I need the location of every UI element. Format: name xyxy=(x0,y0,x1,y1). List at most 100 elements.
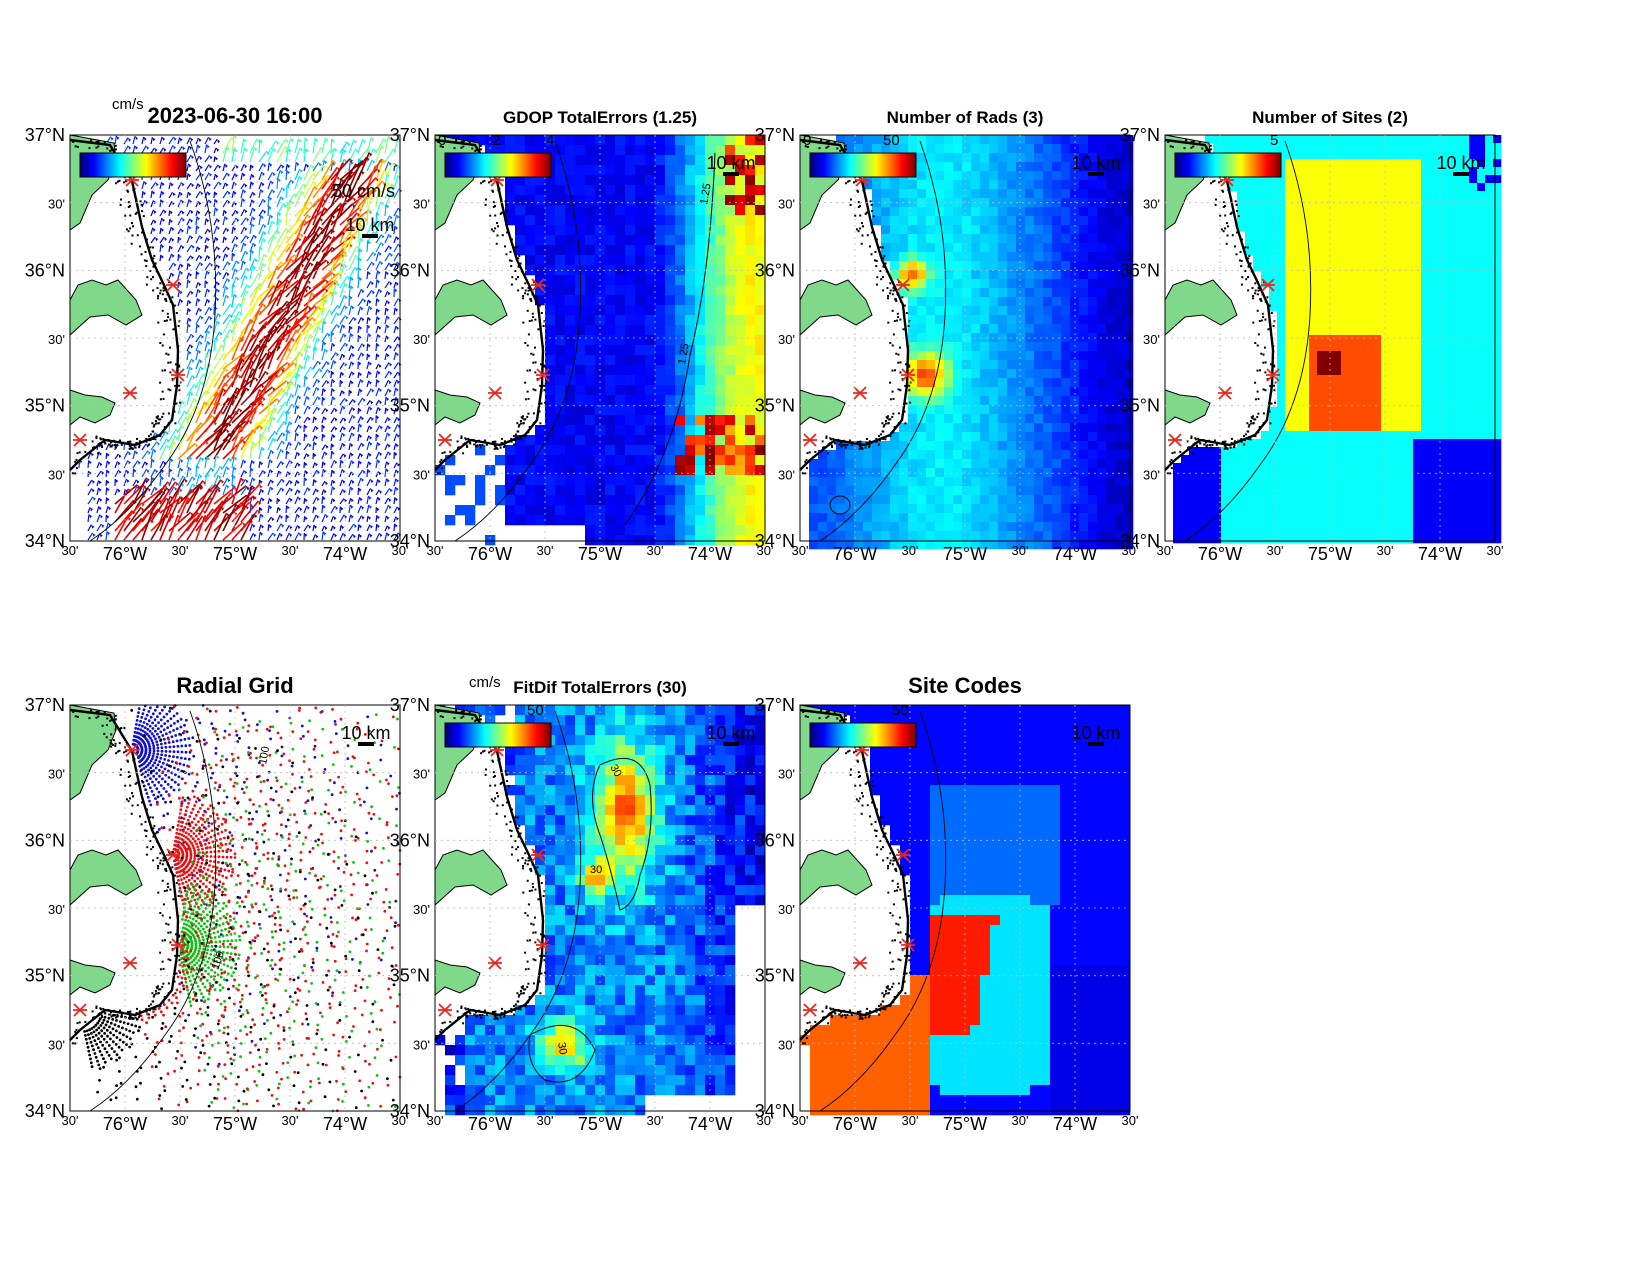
current-vector-head xyxy=(337,282,341,287)
current-vector-head xyxy=(368,317,371,322)
current-vector-head xyxy=(196,271,200,276)
grid-cell xyxy=(953,315,963,325)
current-vector-head xyxy=(350,486,354,491)
grid-cell xyxy=(1016,135,1026,145)
current-vector-head xyxy=(220,410,224,415)
current-vector-head xyxy=(260,433,264,438)
grid-cell xyxy=(989,369,999,379)
grid-cell xyxy=(1016,351,1026,361)
current-vector-head xyxy=(358,460,362,465)
grid-cell xyxy=(545,215,556,226)
current-vector xyxy=(258,513,262,523)
current-vector-head xyxy=(345,342,349,347)
grid-cell xyxy=(665,195,676,206)
current-vector xyxy=(123,137,129,145)
current-vector xyxy=(177,254,180,262)
current-vector xyxy=(321,388,324,397)
current-vector xyxy=(312,524,315,532)
current-vector xyxy=(285,430,289,442)
current-vector-head xyxy=(188,163,192,168)
current-vector xyxy=(330,479,333,487)
coast-dot xyxy=(110,445,113,448)
current-vector xyxy=(258,198,264,208)
current-vector xyxy=(249,207,254,217)
grid-cell xyxy=(926,297,936,307)
current-vector-head xyxy=(171,514,174,519)
land-polygon xyxy=(434,134,482,231)
current-vector xyxy=(168,440,174,460)
coast-dot xyxy=(527,333,530,336)
current-vector xyxy=(177,228,182,235)
current-vector-head xyxy=(382,181,386,186)
colorbar-cell xyxy=(536,153,539,177)
grid-cell xyxy=(962,306,972,316)
grid-cell xyxy=(989,297,999,307)
current-vector-head xyxy=(351,432,355,437)
grid-cell xyxy=(962,207,972,217)
grid-cell xyxy=(595,235,606,246)
current-vector xyxy=(96,523,102,532)
current-vector-head xyxy=(359,497,363,502)
current-vector xyxy=(150,487,168,514)
grid-cell xyxy=(989,189,999,199)
grid-cell xyxy=(962,144,972,154)
current-vector-head xyxy=(206,390,210,395)
current-vector-head xyxy=(146,469,150,473)
current-vector-head xyxy=(226,374,230,379)
grid-cell xyxy=(555,315,566,326)
current-vector-head xyxy=(242,522,246,527)
current-vector xyxy=(141,191,144,199)
grid-cell xyxy=(615,145,626,156)
current-vector-head xyxy=(340,460,344,464)
grid-cell xyxy=(555,265,566,276)
grid-cell xyxy=(1097,216,1107,226)
current-vector xyxy=(294,471,299,478)
grid-cell xyxy=(555,255,566,266)
current-vector xyxy=(357,177,377,199)
current-vector-head xyxy=(343,417,347,422)
grid-cell xyxy=(665,245,676,256)
current-vector xyxy=(150,468,156,478)
current-vector-head xyxy=(198,289,201,294)
grid-cell xyxy=(525,175,536,186)
grid-cell xyxy=(545,185,556,196)
grid-cell xyxy=(545,415,556,426)
current-vector xyxy=(384,515,387,523)
coast-dot xyxy=(518,423,521,426)
current-vector xyxy=(204,392,219,415)
current-vector xyxy=(249,146,256,163)
current-vector xyxy=(159,476,162,487)
current-vector-head xyxy=(184,478,188,483)
grid-cell xyxy=(555,145,566,156)
current-vector-head xyxy=(281,479,285,483)
grid-cell xyxy=(1016,153,1026,163)
current-vector xyxy=(384,407,387,415)
current-vector-head xyxy=(250,467,254,472)
grid-cell xyxy=(615,485,626,496)
current-vector-head xyxy=(216,455,220,460)
current-vector-head xyxy=(287,184,291,189)
current-vector-head xyxy=(387,300,390,305)
current-vector-head xyxy=(259,484,263,489)
grid-cell xyxy=(998,162,1008,172)
current-vector xyxy=(105,452,108,460)
coast-dot xyxy=(95,437,98,439)
current-vector xyxy=(222,216,226,226)
current-vector-head xyxy=(108,522,112,527)
current-vector xyxy=(177,517,197,541)
current-vector xyxy=(222,374,240,397)
current-vector-head xyxy=(252,477,256,482)
grid-cell xyxy=(445,485,456,496)
current-vector-head xyxy=(289,497,293,502)
colorbar-cell xyxy=(184,153,187,177)
grid-cell xyxy=(1124,180,1134,190)
current-vector-head xyxy=(277,345,281,350)
current-vector-head xyxy=(190,235,194,240)
grid-cell xyxy=(585,485,596,496)
grid-cell xyxy=(675,335,686,346)
current-vector xyxy=(231,217,237,226)
current-vector xyxy=(213,373,228,397)
current-vector-head xyxy=(218,475,222,480)
current-vector-head xyxy=(185,417,189,422)
current-vector xyxy=(330,312,338,325)
